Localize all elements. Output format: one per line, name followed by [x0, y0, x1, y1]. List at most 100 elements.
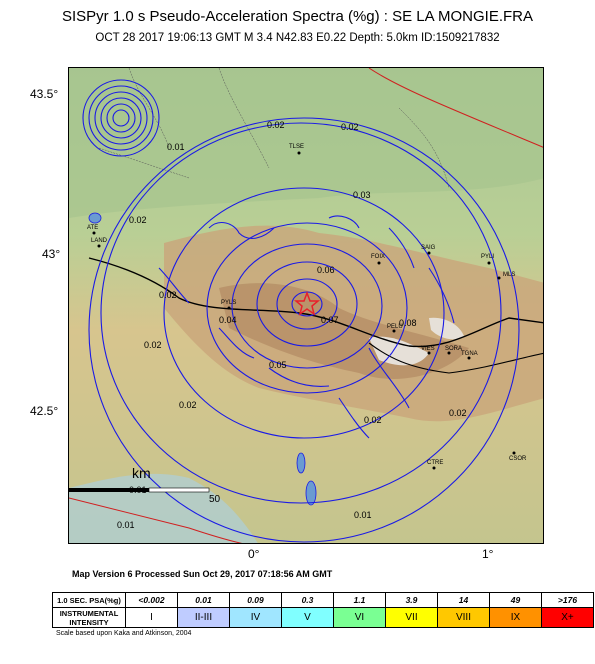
intensity-cell: II-III: [177, 607, 230, 628]
scale-bar: km 50: [69, 465, 221, 505]
epicenter-star: [293, 290, 321, 316]
lake: [305, 480, 317, 506]
road-line: [368, 68, 543, 148]
intensity-cell: VIII: [437, 607, 490, 628]
intensity-cell: VII: [385, 607, 438, 628]
psa-value: 0.3: [281, 592, 334, 608]
city-marker: [487, 261, 491, 265]
city-label-pyls: PYLS: [221, 300, 236, 306]
psa-value: 1.1: [333, 592, 386, 608]
contour-label-0.03: 0.03: [353, 190, 371, 200]
city-marker: [467, 356, 471, 360]
intensity-cell: V: [281, 607, 334, 628]
intensity-legend: 1.0 SEC. PSA(%g) <0.002 0.01 0.09 0.3 1.…: [52, 592, 594, 628]
city-label-foix: FOIX: [371, 254, 385, 260]
snow-peaks: [369, 336, 429, 366]
city-label-saig: SAIG: [421, 245, 436, 251]
contour-cluster: [112, 109, 130, 127]
contour-0.06: [256, 261, 358, 347]
contour-label-0.07: 0.07: [321, 315, 339, 325]
contour-label-0.01: 0.01: [167, 142, 185, 152]
lake: [88, 212, 102, 224]
city-marker: [432, 466, 436, 470]
scale-tick: 50: [209, 494, 221, 505]
contour-label-0.02: 0.02: [449, 408, 467, 418]
scale-unit: km: [132, 465, 151, 481]
contour-label-0.02: 0.02: [129, 215, 147, 225]
city-marker: [227, 306, 231, 310]
psa-value: 14: [437, 592, 490, 608]
city-marker: [512, 451, 516, 455]
contour-0.03: [163, 187, 445, 439]
intensity-cell: IX: [489, 607, 542, 628]
lat-label-43: 43°: [42, 247, 61, 261]
city-label-ctre: CTRE: [427, 460, 443, 466]
intensity-cell: X+: [541, 607, 594, 628]
border-line: [368, 342, 543, 374]
lat-label-43-5: 43.5°: [30, 87, 59, 101]
scale-note: Scale based upon Kaka and Atkinson, 2004: [56, 630, 192, 637]
contour-label-0.08: 0.08: [399, 318, 417, 328]
city-label-tgna: TGNA: [461, 351, 478, 357]
contour-label-0.05: 0.05: [269, 360, 287, 370]
contour-cluster: [88, 85, 154, 151]
city-label-pelu: PELU: [387, 324, 403, 330]
city-label-vies: VIES: [421, 346, 435, 352]
shakemap-panel: 0.02 0.02 0.03 0.01 0.04 0.05 0.06 0.07 …: [68, 67, 544, 544]
city-marker: [427, 351, 431, 355]
lon-label-0: 0°: [248, 547, 260, 561]
contour-cluster: [100, 97, 142, 139]
city-label-csor: CSOR: [509, 456, 527, 462]
contour-label-0.01: 0.01: [354, 510, 372, 520]
city-label-sora: SORA: [445, 346, 462, 352]
contour-label-0.06: 0.06: [317, 265, 335, 275]
map-title: SISPyr 1.0 s Pseudo-Acceleration Spectra…: [61, 8, 533, 25]
intensity-row: INSTRUMENTAL INTENSITY I II-III IV V VI …: [52, 607, 594, 628]
city-label-ate: ATE: [87, 225, 98, 231]
scale-segment: [148, 487, 210, 493]
contour-cluster: [106, 103, 136, 133]
city-marker: [447, 351, 451, 355]
contour-label-0.01: 0.01: [117, 520, 135, 530]
contour-detail: [208, 215, 415, 409]
scale-segment: [69, 488, 149, 492]
psa-header: 1.0 SEC. PSA(%g): [52, 592, 126, 608]
contour-cluster: [94, 91, 148, 145]
psa-row: 1.0 SEC. PSA(%g) <0.002 0.01 0.09 0.3 1.…: [52, 592, 594, 608]
city-label-pyli: PYLI: [481, 254, 494, 260]
intensity-header: INSTRUMENTAL INTENSITY: [52, 607, 126, 628]
snow-peaks: [429, 317, 464, 340]
contour-0.02: [100, 122, 502, 504]
contour-cluster: [82, 79, 160, 157]
contour-label-0.02: 0.02: [159, 290, 177, 300]
processed-note: Map Version 6 Processed Sun Oct 29, 2017…: [72, 569, 333, 579]
city-marker: [427, 251, 431, 255]
city-marker: [92, 231, 96, 235]
event-subtitle: OCT 28 2017 19:06:13 GMT M 3.4 N42.83 E0…: [95, 32, 500, 44]
city-marker: [392, 329, 396, 333]
psa-value: 0.09: [229, 592, 282, 608]
intensity-cell: I: [125, 607, 178, 628]
border-line: [88, 257, 543, 348]
contour-0.05: [231, 243, 383, 369]
lake: [296, 452, 306, 474]
contour-label-0.04: 0.04: [219, 315, 237, 325]
contour-label-0.02: 0.02: [364, 415, 382, 425]
city-marker: [97, 244, 101, 248]
contour-label-0.02: 0.02: [341, 122, 359, 132]
psa-value: 0.01: [177, 592, 230, 608]
contour-label-0.02: 0.02: [179, 400, 197, 410]
contour-label-0.02: 0.02: [144, 340, 162, 350]
contour-detail: [158, 267, 455, 439]
psa-value: >176: [541, 592, 594, 608]
psa-value: 49: [489, 592, 542, 608]
lon-label-1: 1°: [482, 547, 494, 561]
lat-label-42-5: 42.5°: [30, 404, 59, 418]
lowland-area: [69, 68, 543, 218]
contour-0.07: [276, 278, 338, 330]
contour-label-0.02: 0.02: [267, 120, 285, 130]
psa-value: 3.9: [385, 592, 438, 608]
road-line: [69, 497, 243, 543]
city-marker: [377, 261, 381, 265]
contour-0.04: [206, 222, 408, 394]
